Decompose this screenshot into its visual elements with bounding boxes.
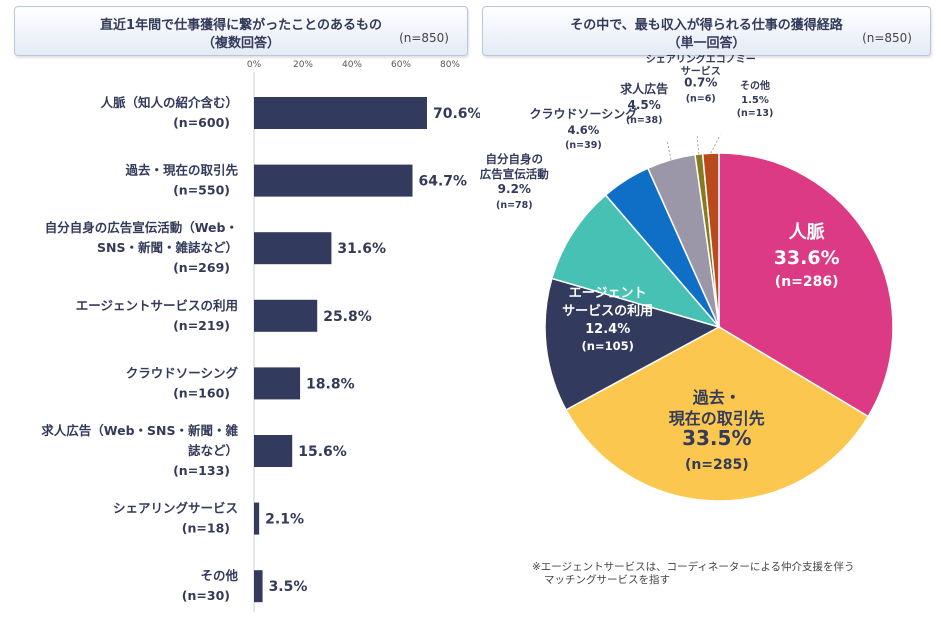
- pie-percent-label: 1.5%: [741, 95, 769, 106]
- pie-category-label: クラウドソーシング: [530, 106, 638, 121]
- bar-value-label: 2.1%: [265, 512, 304, 528]
- bar-value-label: 15.6%: [298, 444, 347, 460]
- bar-category-label: クラウドソーシング: [126, 365, 239, 380]
- bar-value-label: 3.5%: [269, 579, 308, 595]
- pie-count-label: (n=38): [626, 115, 663, 126]
- pie-category-label: 過去・: [692, 388, 741, 407]
- bar-category-label: (n=133): [173, 463, 230, 478]
- bar-category-label: その他: [200, 568, 238, 583]
- pie-percent-label: 9.2%: [498, 182, 531, 196]
- bar-category-label: 自分自身の広告宣伝活動（Web・: [45, 220, 238, 235]
- pie-count-label: (n=39): [565, 140, 602, 151]
- pie-slice-label: 求人広告 4.5% (n=38): [620, 81, 668, 126]
- x-tick-label: 80%: [440, 60, 460, 70]
- pie-slice: [564, 326, 870, 502]
- pie-count-label: (n=6): [686, 93, 716, 104]
- bar-category-label: 過去・現在の取引先: [124, 163, 238, 178]
- pie-slice-label: クラウドソーシング 4.6% (n=39): [530, 106, 638, 151]
- pie-slice: [544, 277, 721, 411]
- bar: [254, 502, 260, 535]
- bar-category-label: (n=219): [173, 318, 230, 333]
- bar-category-label: エージェントサービスの利用: [76, 298, 238, 313]
- bar-value-label: 70.6%: [433, 106, 480, 122]
- bar-category-label: 人脈（知人の紹介含む）: [100, 95, 238, 110]
- x-tick-label: 40%: [342, 60, 362, 70]
- bar: [254, 570, 263, 603]
- bar: [254, 232, 332, 265]
- pie-leader-line: [696, 136, 700, 155]
- bar: [254, 367, 301, 400]
- pie-count-label: (n=78): [496, 200, 533, 211]
- pie-percent-label: 4.5%: [628, 98, 661, 112]
- bar: [254, 435, 293, 467]
- x-tick-label: 60%: [391, 60, 411, 70]
- pie-slice: [701, 152, 720, 328]
- bar-category-label: (n=600): [173, 115, 230, 130]
- footnote: ※エージェントサービスは、コーディネーターによる仲介支援を伴う マッチングサービ…: [532, 561, 855, 587]
- bar-category-label: (n=18): [182, 521, 230, 536]
- footnote-line-2: マッチングサービスを指す: [544, 574, 670, 586]
- bar-category-label: (n=269): [173, 260, 230, 275]
- bar-value-label: 64.7%: [419, 174, 468, 190]
- pie-count-label: (n=286): [775, 274, 839, 290]
- pie-category-label: 自分自身の: [486, 152, 544, 166]
- bar-chart-title-box: 直近1年間で仕事獲得に繋がったことのあるもの （複数回答） (n=850): [14, 6, 468, 56]
- x-tick-label: 20%: [293, 60, 313, 70]
- bar-category-label: シェアリングサービス: [113, 501, 238, 516]
- bar-category-label: (n=160): [173, 385, 230, 400]
- pie-category-label: シェアリングエコノミー: [646, 55, 756, 65]
- pie-count-label: (n=13): [737, 108, 774, 119]
- footnote-line-1: ※エージェントサービスは、コーディネーターによる仲介支援を伴う: [532, 561, 855, 573]
- bar-category-label: SNS・新聞・雑誌など）: [97, 240, 238, 255]
- pie-percent-label: 0.7%: [684, 75, 717, 89]
- pie-percent-label: 4.6%: [567, 123, 599, 137]
- x-tick-label: 0%: [247, 60, 262, 70]
- pie-chart-title: その中で、最も収入が得られる仕事の獲得経路: [570, 18, 843, 33]
- pie-slice-label: エージェントサービスの利用 12.4% (n=105): [562, 286, 653, 353]
- bar-chart-subtitle: （複数回答）: [201, 36, 280, 51]
- bar-chart-sample-size: (n=850): [399, 31, 449, 45]
- bar-category-label: (n=30): [182, 588, 230, 603]
- pie-leader-line: [710, 135, 721, 154]
- pie-category-label: エージェント: [569, 286, 647, 301]
- pie-category-label: サービス: [681, 64, 721, 77]
- bar-category-label: 求人広告（Web・SNS・新聞・雑: [41, 423, 238, 438]
- pie-count-label: (n=105): [582, 339, 634, 353]
- bar: [254, 299, 318, 332]
- bar-category-label: 誌など）: [188, 443, 238, 458]
- pie-category-label: その他: [740, 79, 770, 92]
- pie-category-label: 求人広告: [620, 81, 668, 96]
- bar-value-label: 31.6%: [337, 241, 386, 257]
- pie-chart-title-box: その中で、最も収入が得られる仕事の獲得経路 （単一回答） (n=850): [482, 6, 931, 56]
- bar-category-label: (n=550): [173, 183, 230, 198]
- pie-percent-label: 33.5%: [682, 426, 751, 450]
- pie-count-label: (n=285): [685, 457, 749, 473]
- pie-category-label: 広告宣伝活動: [480, 167, 549, 181]
- pie-leader-line: [666, 140, 672, 160]
- pie-slice: [550, 193, 722, 329]
- bar: [254, 97, 427, 129]
- bar-chart: 0% 20% 40% 60% 80% 70.6% 人脈（知人の紹介含む） (n=600) 64.…: [41, 60, 480, 612]
- pie-slice: [718, 152, 894, 418]
- pie-category-label: 人脈: [789, 221, 825, 243]
- pie-category-label: 現在の取引先: [669, 409, 765, 428]
- bar: [254, 164, 413, 197]
- pie-percent-label: 33.6%: [774, 247, 840, 269]
- pie-chart-sample-size: (n=850): [862, 31, 912, 45]
- pie-percent-label: 12.4%: [585, 322, 630, 337]
- pie-slice-label: 人脈 33.6% (n=286): [774, 221, 840, 290]
- pie-slice-label: その他 1.5% (n=13): [737, 79, 774, 119]
- pie-category-label: サービスの利用: [562, 303, 653, 319]
- bar-value-label: 18.8%: [306, 376, 355, 392]
- bar-chart-title: 直近1年間で仕事獲得に繋がったことのあるもの: [100, 18, 382, 33]
- bar-value-label: 25.8%: [323, 309, 372, 325]
- pie-chart-subtitle: （単一回答）: [667, 36, 746, 51]
